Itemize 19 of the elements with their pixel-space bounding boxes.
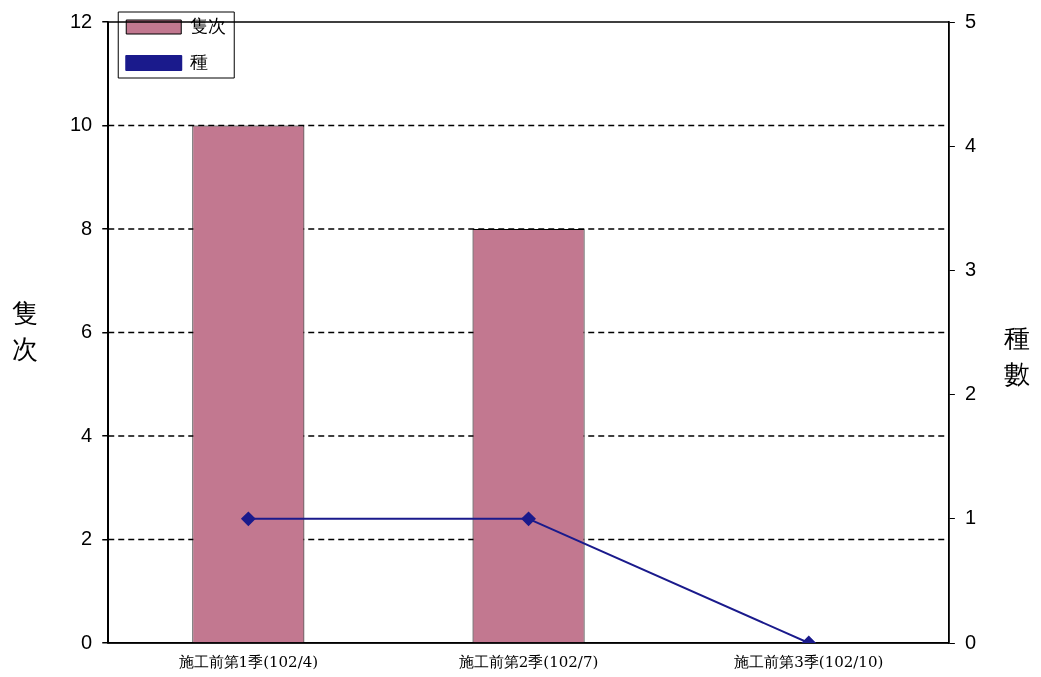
y2-tick-label: 4: [964, 133, 976, 156]
y-tick-label: 6: [81, 320, 93, 343]
x-tick-label: 施工前第1季(102/4): [178, 652, 319, 671]
y-tick-label: 12: [70, 9, 93, 32]
y-tick-label: 4: [81, 423, 93, 446]
y2-tick-label: 1: [964, 506, 976, 529]
x-tick-label: 施工前第2季(102/7): [458, 652, 599, 671]
y2-tick-label: 0: [964, 630, 976, 653]
y-tick-label: 2: [81, 527, 93, 550]
y-tick-label: 10: [70, 113, 93, 136]
y-tick-label: 0: [81, 630, 93, 653]
y2-tick-label: 5: [964, 9, 976, 32]
y-tick-label: 8: [81, 216, 93, 239]
y2-axis-title: 種數: [1003, 322, 1031, 391]
y-axis-title: 隻次: [11, 297, 39, 366]
y2-tick-label: 2: [964, 382, 976, 405]
y2-tick-label: 3: [964, 257, 976, 280]
x-tick-label: 施工前第3季(102/10): [734, 652, 884, 671]
legend-label: 種: [190, 50, 209, 72]
